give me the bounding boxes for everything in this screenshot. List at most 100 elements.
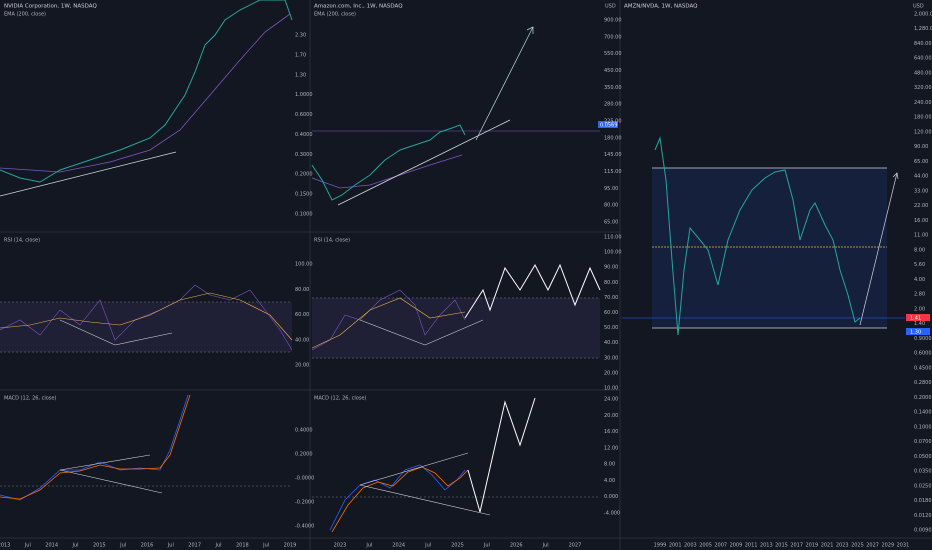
y-tick-label: 550.00 [604,51,622,57]
y-tick-label: 50.00 [604,325,618,331]
y-tick-label: 2.30 [295,33,306,39]
y-tick-label: 20.00 [604,413,618,419]
x-tick-label: Jul [24,543,31,549]
x-tick-label: 1999 [654,543,667,549]
x-tick-label: 2015 [775,543,788,549]
price-tag [906,328,930,335]
range-box [652,168,887,328]
y-tick-label: 180.00 [604,135,622,141]
price-tag [906,314,930,321]
y-tick-label: 0.000 [604,494,618,500]
y-tick-label: 145.00 [604,152,622,158]
panel-title: Amazon.com, Inc., 1W, NASDAQ [314,4,403,10]
trend-line [337,119,511,206]
x-tick-label: 2015 [93,543,106,549]
y-tick-label: 40.00 [295,337,309,343]
y-tick-label: 90.00 [914,144,928,150]
trend-line [424,319,484,346]
y-tick-label: 0.1400 [914,410,932,416]
y-tick-label: 0.2800 [914,380,932,386]
x-tick-label: 2027 [569,543,582,549]
rsi-ma [311,297,466,349]
trend-line [359,319,426,346]
x-tick-label: Jul [214,543,221,549]
y-tick-label: -0.4000 [295,524,314,530]
y-tick-label: 0.6000 [295,112,313,118]
y-tick-label: 60.00 [604,310,618,316]
x-tick-label: 2013 [760,543,773,549]
y-tick-label: 0.0180 [914,498,932,504]
y-tick-label: 110.00 [604,235,622,241]
projection [467,397,536,513]
ema-line [311,154,463,189]
panel-title: NVIDIA Corporation, 1W, NASDAQ [4,4,97,10]
y-tick-label: 65.00 [914,159,928,165]
indicator-label: EMA (200, close) [4,12,46,18]
macd-line [0,394,189,501]
x-tick-label: Jul [483,543,490,549]
indicator-label: RSI (14, close) [4,238,40,244]
y-tick-label: 0.0500 [914,454,932,460]
y-tick-label: 90.00 [604,265,618,271]
price-tag-label: 1.30 [910,330,921,336]
y-tick-label: 5.60 [914,262,925,268]
y-tick-label: 0.9000 [914,336,932,342]
x-tick-label: 2007 [714,543,727,549]
y-tick-label: 1,280.00 [914,26,932,32]
trend-line [0,151,177,197]
x-tick-label: 2018 [236,543,249,549]
y-tick-label: 20.00 [604,370,618,376]
y-tick-label: 10.00 [604,386,618,392]
y-tick-label: 22.00 [914,203,928,209]
x-tick-label: 2013 [0,543,10,549]
x-tick-label: 2024 [392,543,405,549]
trend-line [59,454,151,471]
price-tag [598,121,618,128]
price-tag-label: 0.0569 [600,123,618,129]
y-tick-label: 2.00 [914,306,925,312]
y-tick-label: 70.00 [604,295,618,301]
rsi-band [312,298,600,358]
y-tick-label: 115.00 [604,169,622,175]
trend-line [114,332,173,346]
ema-line [0,13,291,173]
price-line [311,124,466,201]
x-tick-label: 2025 [451,543,464,549]
x-tick-label: Jul [365,543,372,549]
x-tick-label: 2014 [45,543,58,549]
x-tick-label: 2017 [188,543,201,549]
y-tick-label: 240.00 [914,100,932,106]
y-tick-label: 0.0120 [914,513,932,519]
y-tick-label: 80.00 [295,287,309,293]
y-tick-label: 0.4000 [295,132,313,138]
y-tick-label: 20.00 [295,363,309,369]
y-tick-label: -4.000 [604,511,620,517]
y-tick-label: 1.70 [295,52,306,58]
y-tick-label: 0.2000 [295,172,313,178]
y-tick-label: 0.6000 [914,351,932,357]
y-tick-label: 24.00 [604,397,618,403]
trend-line [359,452,469,486]
x-tick-label: 2026 [510,543,523,549]
rsi-band [0,302,292,352]
y-tick-label: 80.00 [604,203,618,209]
indicator-label: MACD (12, 26, close) [314,396,366,402]
x-tick-label: 2027 [866,543,879,549]
indicator-label: MACD (12, 26, close) [4,396,56,402]
y-tick-label: 180.00 [914,115,932,121]
y-tick-label: -0.2000 [295,500,314,506]
y-tick-label: -0.0000 [295,476,314,482]
y-tick-label: 60.00 [295,312,309,318]
x-tick-label: 2031 [897,543,910,549]
x-tick-label: Jul [424,543,431,549]
projection [464,263,601,319]
y-tick-label: 120.00 [914,129,932,135]
y-tick-label: 280.00 [604,102,622,108]
y-tick-label: 1.30 [295,72,306,78]
y-tick-label: 0.1000 [295,212,313,218]
y-tick-label: 1.40 [914,321,925,327]
rsi-ma [0,292,293,341]
trend-line [59,319,116,346]
